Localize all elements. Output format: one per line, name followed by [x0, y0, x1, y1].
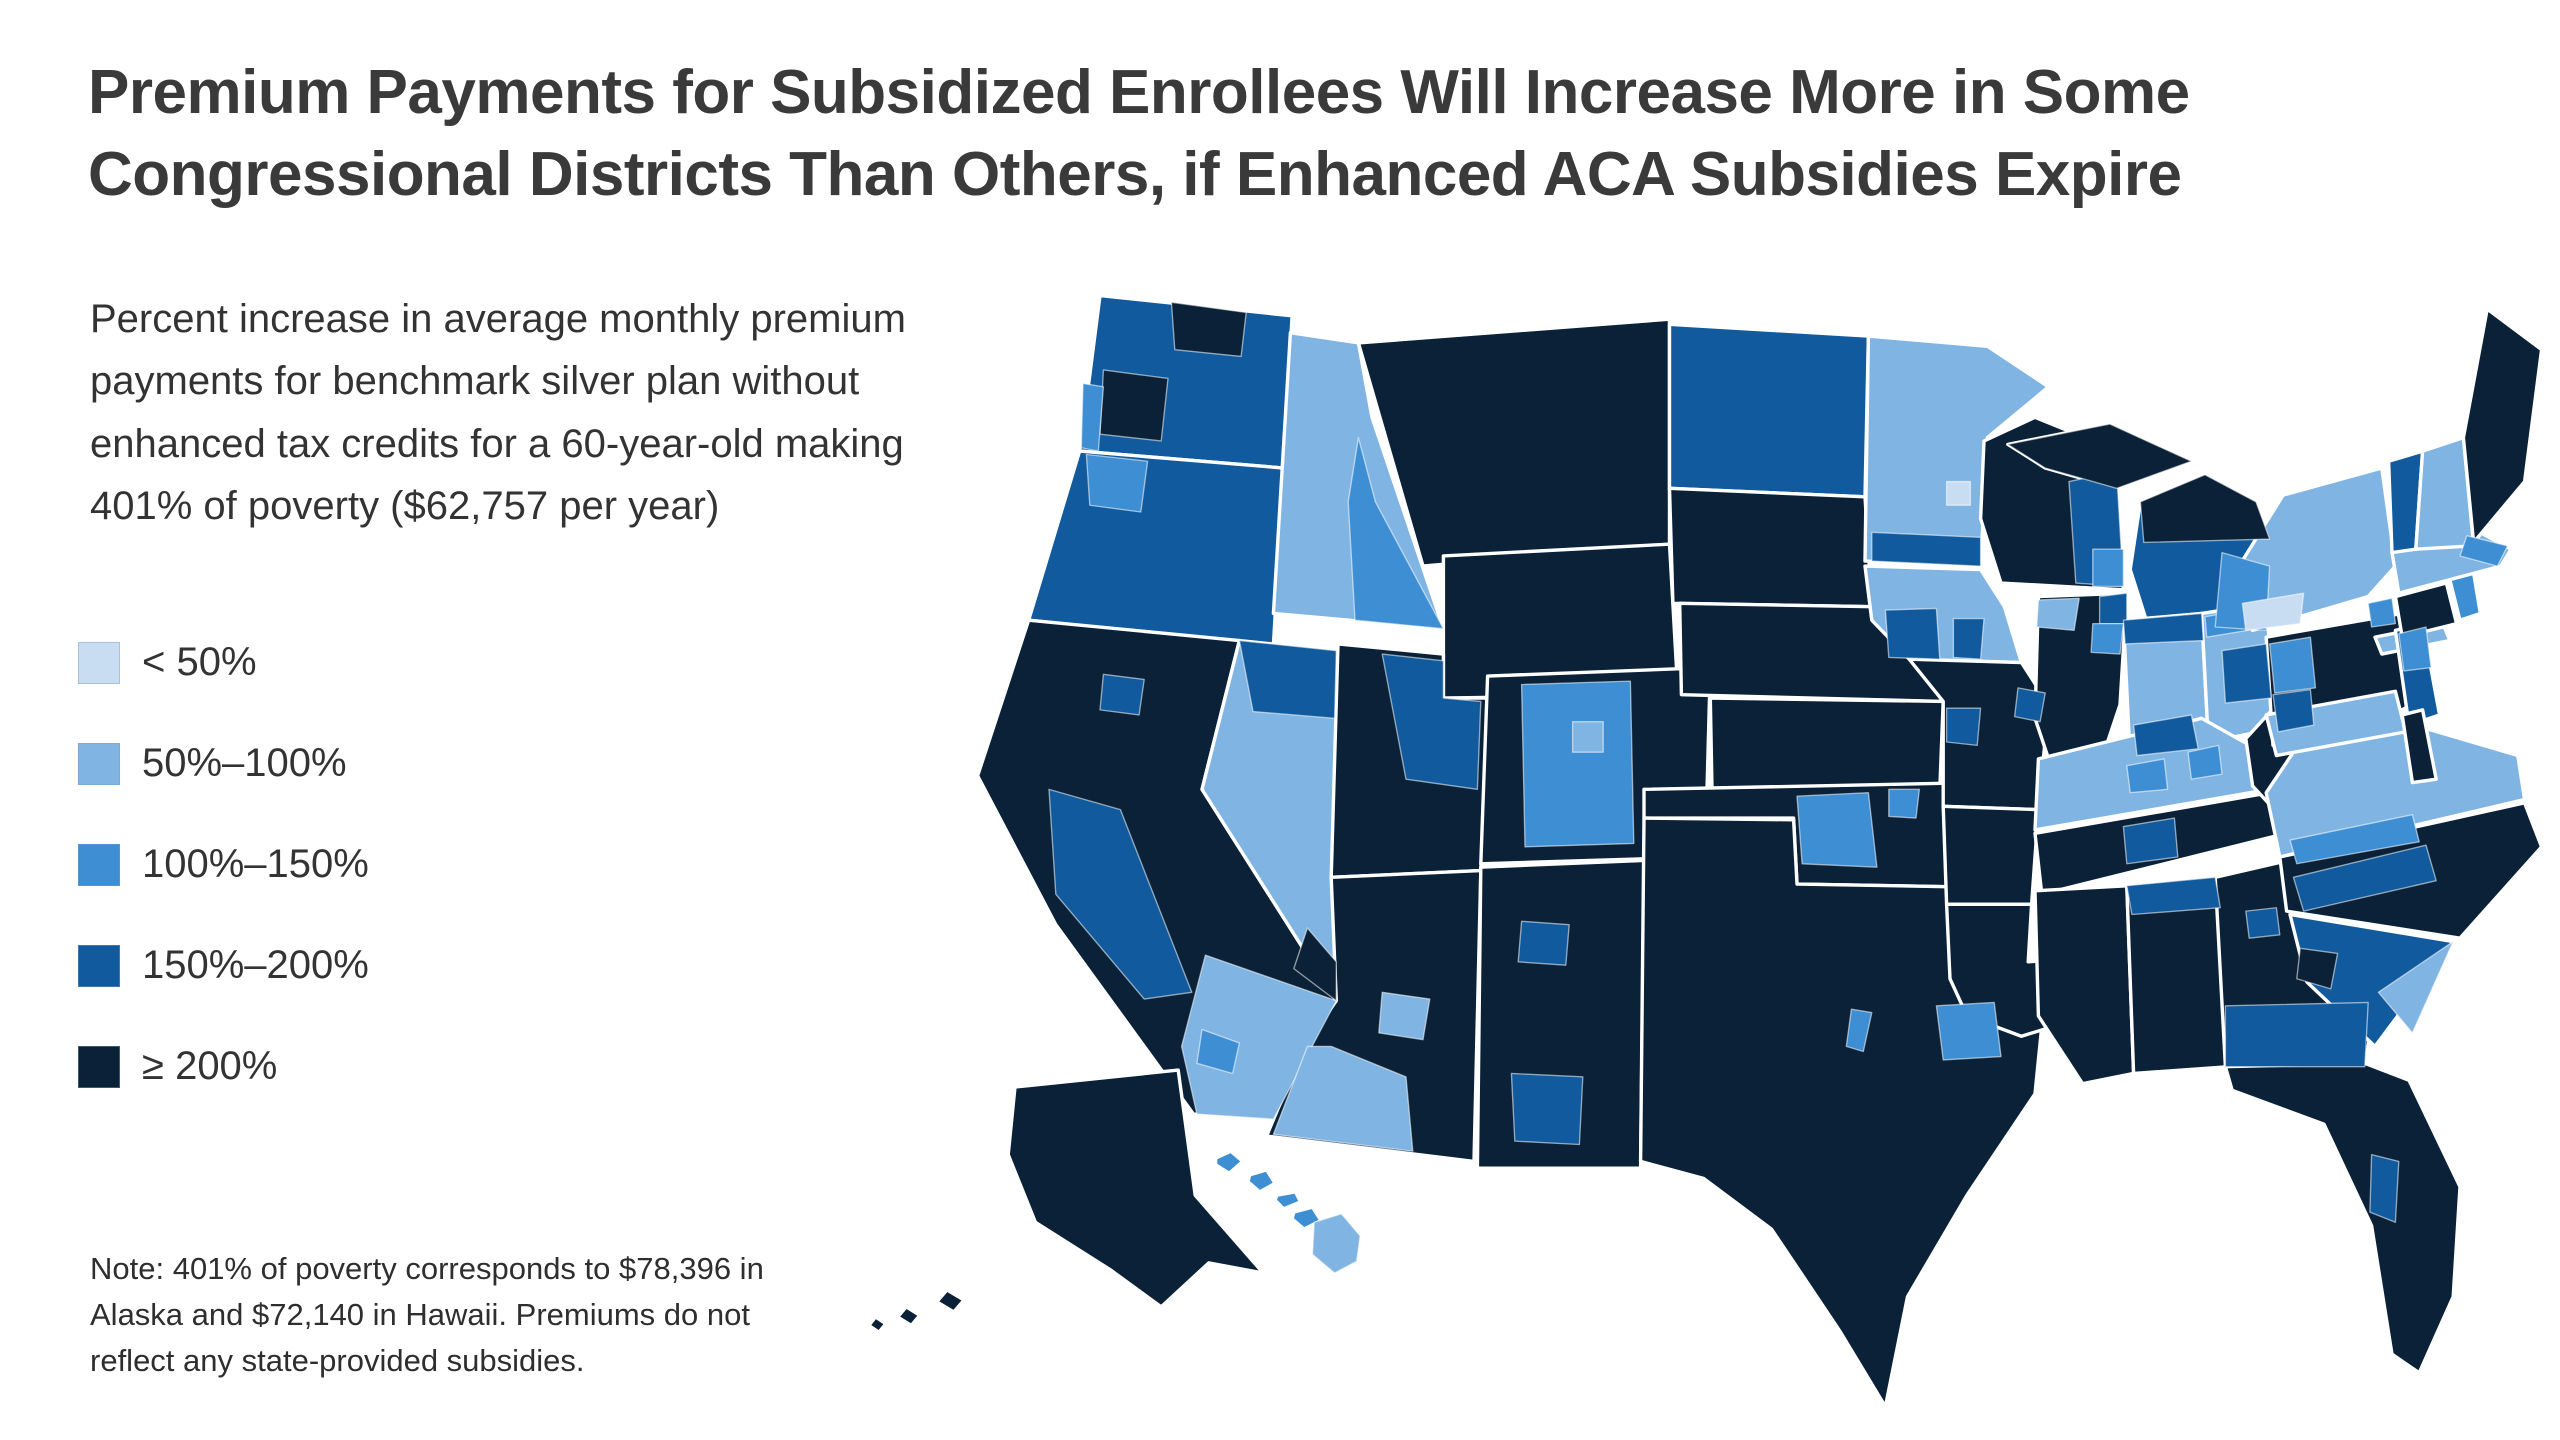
state-CT[interactable]	[2393, 581, 2459, 639]
legend-label: < 50%	[142, 640, 257, 684]
district-sc-west	[2296, 947, 2339, 990]
legend-swatch-100-150	[78, 843, 120, 886]
legend-item: 150%–200%	[78, 943, 369, 988]
district-ma-cape	[2459, 535, 2509, 567]
legend-swatch-50-100	[78, 742, 120, 785]
district-wi-se	[2092, 548, 2125, 588]
district-wa-coast	[1080, 382, 1105, 452]
district-oh-central	[2221, 643, 2272, 704]
state-AK[interactable]	[867, 1068, 1265, 1334]
chart-title-line-2: Congressional Districts Than Others, if …	[88, 139, 2182, 209]
district-il-nw	[2036, 597, 2080, 632]
state-SD[interactable]	[1667, 486, 1874, 609]
legend-swatch-150-200	[78, 944, 120, 987]
district-mn-twincities	[1945, 480, 1972, 506]
district-co-central	[1520, 680, 1635, 848]
district-ca-la	[1196, 1028, 1241, 1075]
district-ky-lexington	[2187, 744, 2223, 780]
district-co-denver	[1571, 721, 1604, 753]
state-DE[interactable]	[2400, 708, 2438, 785]
district-wa-north	[1170, 301, 1247, 358]
district-mo-kc	[1945, 707, 1982, 747]
state-ND[interactable]	[1667, 322, 1871, 499]
district-id-east	[1347, 436, 1445, 630]
state-TX[interactable]	[1638, 816, 2046, 1409]
district-ny-nyc	[2367, 597, 2397, 628]
district-in-north	[2122, 612, 2204, 645]
district-wa-west	[1099, 369, 1169, 442]
district-or-nw	[1085, 453, 1149, 513]
state-MS[interactable]	[2033, 884, 2136, 1086]
district-nm-south	[1510, 1072, 1584, 1146]
district-ia-central	[1884, 607, 1941, 660]
chart-title-line-1: Premium Payments for Subsidized Enrollee…	[88, 58, 2190, 127]
district-tx-austin	[1845, 1008, 1873, 1053]
legend-item: 50%–100%	[78, 741, 369, 786]
district-hi-bigisland	[1311, 1213, 1361, 1274]
district-ca-socal	[1180, 954, 1337, 1120]
district-ok-ne	[1888, 788, 1921, 819]
district-ga-south	[2224, 1001, 2369, 1068]
district-ca-sac	[1099, 673, 1145, 716]
district-nv-north	[1238, 639, 1337, 719]
district-ut-ne	[1381, 653, 1482, 791]
chart-subtitle: Percent increase in average monthly prem…	[90, 297, 906, 529]
district-fl-eastcoast	[2369, 1153, 2400, 1223]
source-note: Note: 401% of poverty corresponds to $78…	[90, 1251, 764, 1378]
district-ky-louisville	[2126, 758, 2169, 794]
district-ga-atlanta	[2245, 907, 2281, 939]
legend: < 50% 50%–100% 100%–150% 150%–200% ≥ 200%	[78, 640, 369, 1089]
legend-item: ≥ 200%	[78, 1044, 369, 1089]
district-mo-stl	[2013, 687, 2046, 723]
district-in-south	[2132, 714, 2199, 757]
district-nj-north	[2398, 626, 2432, 672]
us-map	[845, 282, 2545, 1432]
district-mi-north	[2007, 423, 2271, 544]
legend-item: < 50%	[78, 640, 369, 685]
legend-swatch-gte200	[78, 1045, 120, 1088]
state-AR[interactable]	[1941, 804, 2041, 907]
chart-title: Premium Payments for Subsidized Enrollee…	[88, 52, 2508, 216]
district-tn-nashville	[2122, 817, 2179, 865]
legend-label: 150%–200%	[142, 943, 369, 987]
district-tx-houston	[1935, 1001, 2002, 1061]
district-va-south	[2289, 814, 2420, 865]
state-KS[interactable]	[1708, 696, 1945, 792]
district-nv-south	[1293, 927, 1337, 1002]
state-OR[interactable]	[1026, 449, 1286, 648]
district-ca-coast	[1048, 788, 1193, 1000]
legend-label: 50%–100%	[142, 741, 347, 785]
legend-label: ≥ 200%	[142, 1044, 278, 1088]
district-al-north	[2126, 876, 2221, 916]
district-pa-west	[2268, 636, 2317, 694]
district-nm-abq	[1517, 920, 1570, 966]
legend-swatch-lt50	[78, 641, 120, 684]
district-il-chicago1	[2098, 592, 2128, 625]
state-ME[interactable]	[2461, 307, 2544, 545]
district-ny-southerntier	[2241, 592, 2305, 632]
district-nc-central	[2292, 844, 2437, 912]
district-il-chicago2	[2090, 622, 2125, 655]
state-FL[interactable]	[2223, 1061, 2462, 1375]
district-az-phx	[1378, 991, 1431, 1041]
district-pa-sw	[2272, 688, 2315, 733]
legend-label: 100%–150%	[142, 842, 369, 886]
district-ia-east	[1952, 617, 1985, 660]
district-az-sw	[1272, 1045, 1414, 1152]
choropleth-svg	[867, 293, 2544, 1409]
state-HI[interactable]	[1213, 1149, 1323, 1231]
district-ok-central	[1796, 792, 1878, 868]
district-mn-south	[1871, 531, 1982, 567]
legend-item: 100%–150%	[78, 842, 369, 887]
district-sc-coast	[2377, 940, 2454, 1034]
